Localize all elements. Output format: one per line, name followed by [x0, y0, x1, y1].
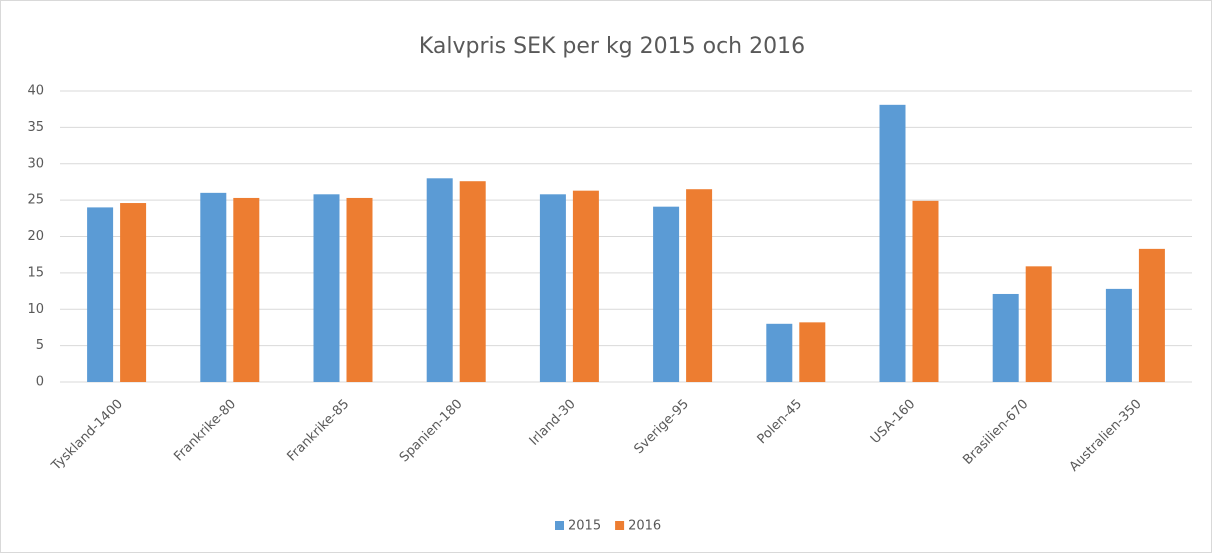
bar [799, 322, 826, 382]
y-tick-label: 40 [27, 84, 44, 99]
y-tick-label: 30 [27, 156, 44, 171]
bar [686, 189, 713, 382]
bar [200, 192, 227, 382]
bar [1138, 248, 1165, 382]
bar [426, 178, 453, 382]
bar [87, 207, 114, 382]
bar [992, 293, 1019, 382]
bar [233, 197, 260, 382]
bar [653, 206, 680, 382]
bar [879, 104, 906, 382]
bar [912, 200, 939, 382]
bar [539, 194, 566, 382]
chart-title: Kalvpris SEK per kg 2015 och 2016 [419, 34, 805, 59]
bar [313, 194, 340, 382]
y-tick-label: 25 [27, 193, 44, 208]
bar [1025, 266, 1052, 382]
legend-label: 2015 [568, 519, 601, 534]
y-tick-label: 20 [27, 229, 44, 244]
legend-swatch [615, 521, 625, 530]
bar [1105, 288, 1132, 382]
bar [572, 190, 599, 382]
y-tick-label: 0 [36, 375, 44, 390]
y-tick-label: 35 [27, 120, 44, 135]
bar [459, 181, 486, 382]
y-tick-label: 10 [27, 302, 44, 317]
legend-swatch [555, 521, 564, 530]
y-tick-label: 15 [27, 265, 44, 280]
y-tick-label: 5 [36, 338, 44, 353]
bar [120, 203, 147, 382]
legend-label: 2016 [628, 519, 661, 534]
bar [346, 197, 373, 382]
bar [766, 323, 793, 382]
